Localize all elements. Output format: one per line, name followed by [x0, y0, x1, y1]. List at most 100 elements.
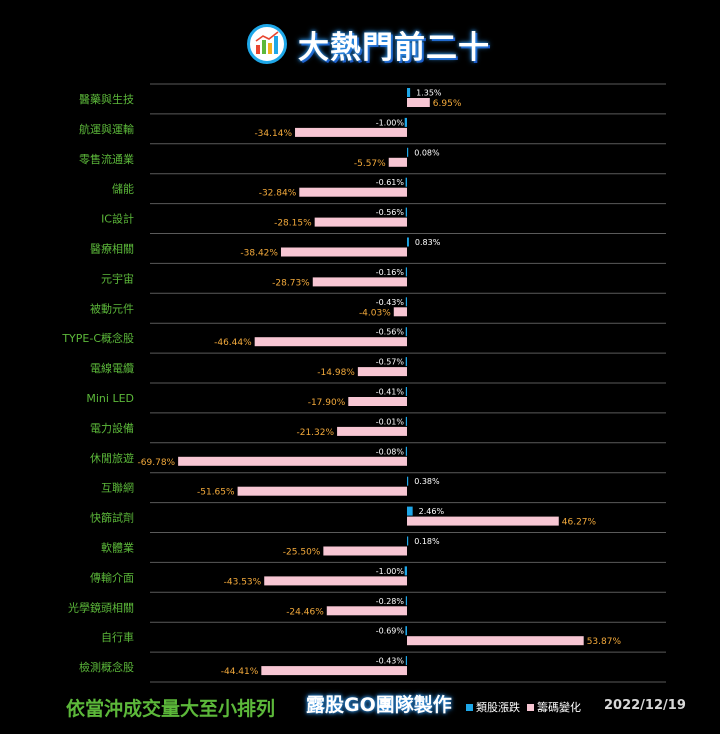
- category-label: 自行車: [101, 630, 134, 644]
- price-bar: [405, 387, 407, 396]
- chip-bar: [326, 606, 407, 616]
- price-value-label: 1.35%: [416, 89, 442, 98]
- price-bar: [407, 536, 409, 546]
- price-value-label: 0.08%: [414, 148, 440, 157]
- price-bar: [407, 476, 409, 486]
- price-bar: [405, 267, 407, 277]
- price-value-label: -0.57%: [376, 358, 405, 367]
- price-value-label: -0.41%: [376, 388, 405, 397]
- price-value-label: 0.83%: [415, 238, 441, 247]
- chip-bar: [264, 576, 407, 586]
- category-label: 光學鏡頭相關: [68, 600, 134, 614]
- price-value-label: -0.01%: [376, 417, 405, 426]
- chip-value-label: 6.95%: [433, 99, 462, 109]
- price-value-label: 0.38%: [414, 477, 440, 486]
- chip-bar: [314, 217, 407, 227]
- price-bar: [405, 656, 407, 666]
- chip-bar: [261, 666, 407, 676]
- chip-value-label: -21.32%: [296, 428, 334, 438]
- chip-bar: [407, 636, 584, 646]
- chip-value-label: -5.57%: [354, 159, 386, 169]
- chip-bar: [312, 277, 407, 287]
- sort-note: 依當沖成交量大至小排列: [66, 698, 276, 720]
- price-value-label: -0.43%: [376, 298, 405, 307]
- chip-value-label: -51.65%: [197, 488, 235, 498]
- chip-bar: [337, 426, 407, 436]
- category-label: 醫療相關: [90, 241, 134, 255]
- price-bar: [407, 147, 409, 157]
- category-label: 元宇宙: [101, 271, 134, 285]
- price-value-label: 0.18%: [414, 537, 440, 546]
- price-bar: [405, 626, 407, 636]
- legend: 類股漲跌 籌碼變化: [466, 699, 581, 715]
- chip-bar: [407, 98, 430, 107]
- chip-value-label: -28.73%: [272, 278, 310, 288]
- date-label: 2022/12/19: [604, 698, 686, 713]
- chip-value-label: -14.98%: [317, 368, 355, 378]
- chip-value-label: -38.42%: [240, 249, 278, 259]
- chip-value-label: -17.90%: [308, 398, 346, 408]
- price-bar: [405, 177, 407, 187]
- price-value-label: -0.43%: [376, 657, 405, 666]
- chip-value-label: -24.46%: [286, 607, 324, 617]
- price-bar: [405, 357, 407, 367]
- legend-label-chip: 籌碼變化: [537, 701, 581, 714]
- chip-bar: [178, 456, 407, 466]
- category-label: 儲能: [112, 182, 134, 196]
- chip-bar: [388, 157, 407, 167]
- chip-value-label: -28.15%: [274, 219, 312, 229]
- price-bar: [407, 506, 413, 516]
- chip-value-label: -34.14%: [254, 129, 292, 139]
- category-label: 快篩試劑: [90, 511, 134, 525]
- category-label: 互聯網: [101, 481, 134, 495]
- chip-value-label: -25.50%: [283, 548, 321, 558]
- price-bar: [405, 297, 407, 307]
- price-value-label: -0.28%: [376, 597, 405, 606]
- category-label: 傳輸介面: [90, 570, 134, 584]
- price-value-label: -0.16%: [376, 268, 405, 277]
- chip-bar: [295, 127, 407, 137]
- category-label: 航運與運輸: [79, 122, 134, 136]
- price-value-label: -1.00%: [376, 118, 405, 127]
- chip-value-label: 53.87%: [587, 637, 622, 647]
- brand-label: 露股GO團隊製作: [306, 694, 452, 716]
- category-label: 電力設備: [90, 421, 134, 435]
- price-value-label: -1.00%: [376, 567, 405, 576]
- category-label: IC設計: [101, 212, 134, 226]
- chip-bar: [299, 187, 407, 197]
- price-value-label: 2.46%: [419, 507, 445, 516]
- chip-value-label: -4.03%: [359, 308, 391, 318]
- price-bar: [405, 207, 407, 217]
- chip-bar: [357, 367, 407, 377]
- price-value-label: -0.56%: [376, 328, 405, 337]
- chip-bar: [323, 546, 407, 556]
- chip-value-label: -44.41%: [221, 667, 259, 677]
- chip-bar: [254, 337, 407, 347]
- page-title: 大熱門前二十: [298, 30, 490, 66]
- header: 大熱門前二十: [0, 22, 720, 74]
- category-label: TYPE-C概念股: [61, 331, 134, 345]
- category-label: 被動元件: [90, 301, 134, 315]
- category-label: 醫藥與生技: [79, 92, 134, 106]
- chip-value-label: -69.78%: [138, 458, 176, 468]
- category-label: 零售流通業: [79, 152, 134, 166]
- chart-logo-art: [255, 31, 279, 54]
- price-value-label: -0.69%: [376, 627, 405, 636]
- chip-value-label: -32.84%: [259, 189, 297, 199]
- price-value-label: -0.56%: [376, 208, 405, 217]
- price-bar: [404, 117, 407, 127]
- legend-label-price: 類股漲跌: [476, 701, 520, 714]
- price-bar: [405, 327, 407, 337]
- price-bar: [404, 566, 407, 576]
- category-label: 檢測概念股: [79, 660, 134, 674]
- category-label: Mini LED: [86, 392, 134, 405]
- category-label: 軟體業: [101, 540, 134, 554]
- chip-bar: [407, 516, 559, 526]
- chip-bar: [237, 486, 407, 496]
- chart-logo-icon: [247, 24, 287, 64]
- chip-value-label: -43.53%: [224, 577, 262, 587]
- price-value-label: -0.08%: [376, 447, 405, 456]
- chip-bar: [393, 307, 407, 317]
